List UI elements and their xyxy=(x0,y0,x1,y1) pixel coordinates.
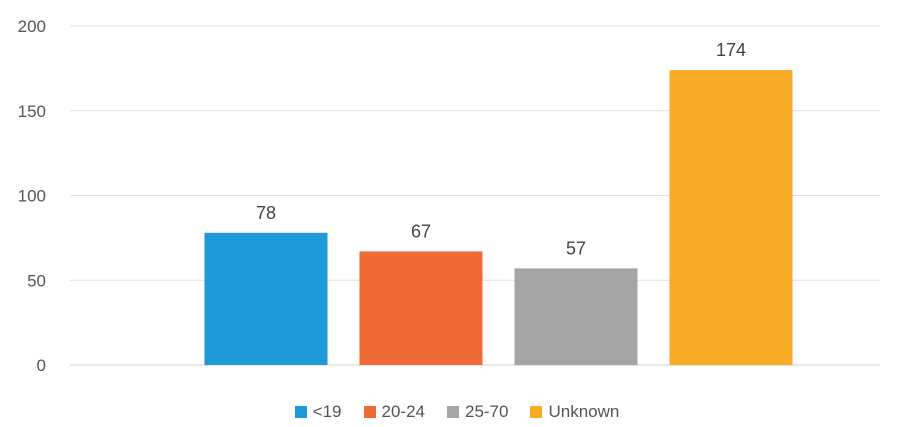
bar-2 xyxy=(514,268,638,365)
y-tick-label: 200 xyxy=(18,17,46,36)
bar-0 xyxy=(204,232,328,365)
y-tick-label: 50 xyxy=(27,271,46,290)
legend: <19 20-24 25-70 Unknown xyxy=(0,400,914,424)
bar-1 xyxy=(359,251,483,365)
y-tick-label: 0 xyxy=(37,356,46,375)
y-tick-label: 100 xyxy=(18,187,46,206)
legend-swatch xyxy=(446,406,459,418)
legend-swatch xyxy=(363,406,376,418)
legend-swatch xyxy=(530,406,543,418)
legend-label: 20-24 xyxy=(381,402,425,421)
legend-label: Unknown xyxy=(548,402,620,421)
legend-item: 25-70 xyxy=(446,402,509,422)
data-labels: 78 67 57 174 xyxy=(256,40,746,258)
data-label-0: 78 xyxy=(256,203,276,223)
legend-swatch xyxy=(294,406,307,418)
legend-label: <19 xyxy=(312,402,342,421)
data-label-2: 57 xyxy=(566,238,586,258)
bar-3 xyxy=(669,70,793,365)
legend-item: Unknown xyxy=(530,402,619,422)
y-axis-ticks: 0 50 100 150 200 xyxy=(18,17,46,375)
legend-item: <19 xyxy=(294,402,342,422)
bars xyxy=(204,70,793,365)
bar-chart: 0 50 100 150 200 78 67 57 174 xyxy=(18,17,880,375)
data-label-1: 67 xyxy=(411,221,431,241)
data-label-3: 174 xyxy=(716,40,746,60)
y-tick-label: 150 xyxy=(18,102,46,121)
legend-item: 20-24 xyxy=(363,402,425,422)
legend-label: 25-70 xyxy=(464,402,509,421)
